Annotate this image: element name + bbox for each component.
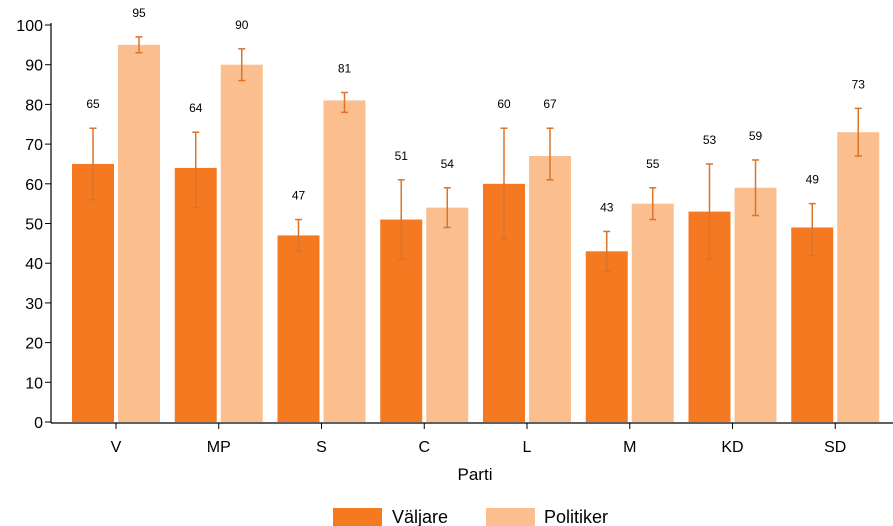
axes: V MP S C L M KD SD 0 10 20 30 40 50 60 70 80 90 100	[16, 18, 893, 456]
value-label-politiker-l: 67	[543, 97, 557, 111]
y-tick-label-40: 40	[25, 256, 43, 273]
error-bar-politiker-s	[341, 91, 348, 114]
bar-politiker-m	[631, 203, 674, 422]
value-label-valjare-kd: 53	[703, 133, 717, 147]
bar-valjare-m	[585, 251, 628, 422]
x-tick-label-sd: SD	[824, 439, 846, 456]
bar-politiker-c	[426, 207, 469, 422]
bar-politiker-kd	[734, 187, 777, 422]
value-label-politiker-sd: 73	[852, 77, 866, 91]
x-tick-label-l: L	[523, 439, 532, 456]
bar-valjare-sd	[791, 227, 834, 422]
error-bar-politiker-m	[649, 187, 657, 221]
error-bar-valjare-mp	[192, 131, 200, 209]
bar-valjare-s	[277, 235, 320, 422]
y-tick-label-70: 70	[25, 137, 43, 154]
x-tick-label-v: V	[111, 439, 122, 456]
legend-label-valjare: Väljare	[392, 507, 448, 526]
value-label-politiker-mp: 90	[235, 18, 249, 32]
error-bar-valjare-s	[295, 218, 302, 253]
error-bar-politiker-l	[546, 127, 554, 181]
error-bar-valjare-l	[500, 127, 508, 241]
value-label-valjare-m: 43	[600, 200, 614, 214]
value-label-valjare-l: 60	[497, 97, 511, 111]
error-bar-politiker-c	[443, 187, 451, 229]
bars-layer	[72, 44, 880, 423]
bar-politiker-v	[118, 44, 160, 422]
value-label-valjare-mp: 64	[189, 101, 203, 115]
error-bar-politiker-kd	[752, 159, 759, 217]
y-tick-label-20: 20	[25, 336, 43, 353]
value-label-politiker-kd: 59	[749, 129, 763, 143]
x-tick-label-s: S	[316, 439, 327, 456]
value-label-politiker-c: 54	[441, 157, 455, 171]
y-tick-label-90: 90	[25, 58, 43, 75]
error-bar-valjare-v	[89, 127, 97, 201]
y-tick-label-0: 0	[34, 415, 43, 432]
y-tick-label-30: 30	[25, 296, 43, 313]
error-bar-valjare-c	[397, 179, 405, 260]
error-bar-valjare-kd	[706, 163, 713, 260]
error-bars-layer	[89, 36, 862, 272]
legend: Väljare Politiker	[333, 507, 608, 526]
value-label-politiker-s: 81	[338, 61, 352, 75]
y-tick-label-50: 50	[25, 217, 43, 234]
x-tick-label-mp: MP	[207, 439, 231, 456]
bar-politiker-s	[323, 100, 366, 423]
x-axis-title: Parti	[458, 465, 493, 484]
legend-swatch-valjare	[333, 508, 382, 526]
y-tick-label-80: 80	[25, 97, 43, 114]
error-bar-politiker-v	[135, 36, 143, 54]
legend-label-politiker: Politiker	[544, 507, 608, 526]
y-tick-label-60: 60	[25, 177, 43, 194]
error-bar-politiker-mp	[238, 48, 246, 82]
value-label-valjare-v: 65	[86, 97, 100, 111]
value-label-valjare-s: 47	[292, 189, 306, 203]
bar-valjare-mp	[174, 167, 217, 422]
value-label-politiker-m: 55	[646, 157, 660, 171]
value-label-valjare-c: 51	[395, 149, 409, 163]
bar-valjare-v	[72, 163, 114, 422]
bar-politiker-l	[529, 156, 571, 422]
legend-swatch-politiker	[486, 508, 535, 526]
value-labels-layer: 65 95 64 90 47 81 51 54 60 67 43 55 53 59 49 73	[86, 6, 865, 215]
bar-politiker-mp	[220, 64, 263, 422]
error-bar-politiker-sd	[854, 107, 862, 157]
y-tick-label-100: 100	[16, 18, 43, 35]
value-label-valjare-sd: 49	[806, 173, 820, 187]
x-tick-label-m: M	[623, 439, 636, 456]
value-label-politiker-v: 95	[132, 6, 146, 20]
error-bar-valjare-sd	[808, 202, 816, 257]
error-bar-valjare-m	[603, 230, 611, 272]
x-tick-label-c: C	[418, 439, 430, 456]
bar-politiker-sd	[837, 132, 880, 422]
y-tick-label-10: 10	[25, 375, 43, 392]
x-tick-label-kd: KD	[721, 439, 743, 456]
